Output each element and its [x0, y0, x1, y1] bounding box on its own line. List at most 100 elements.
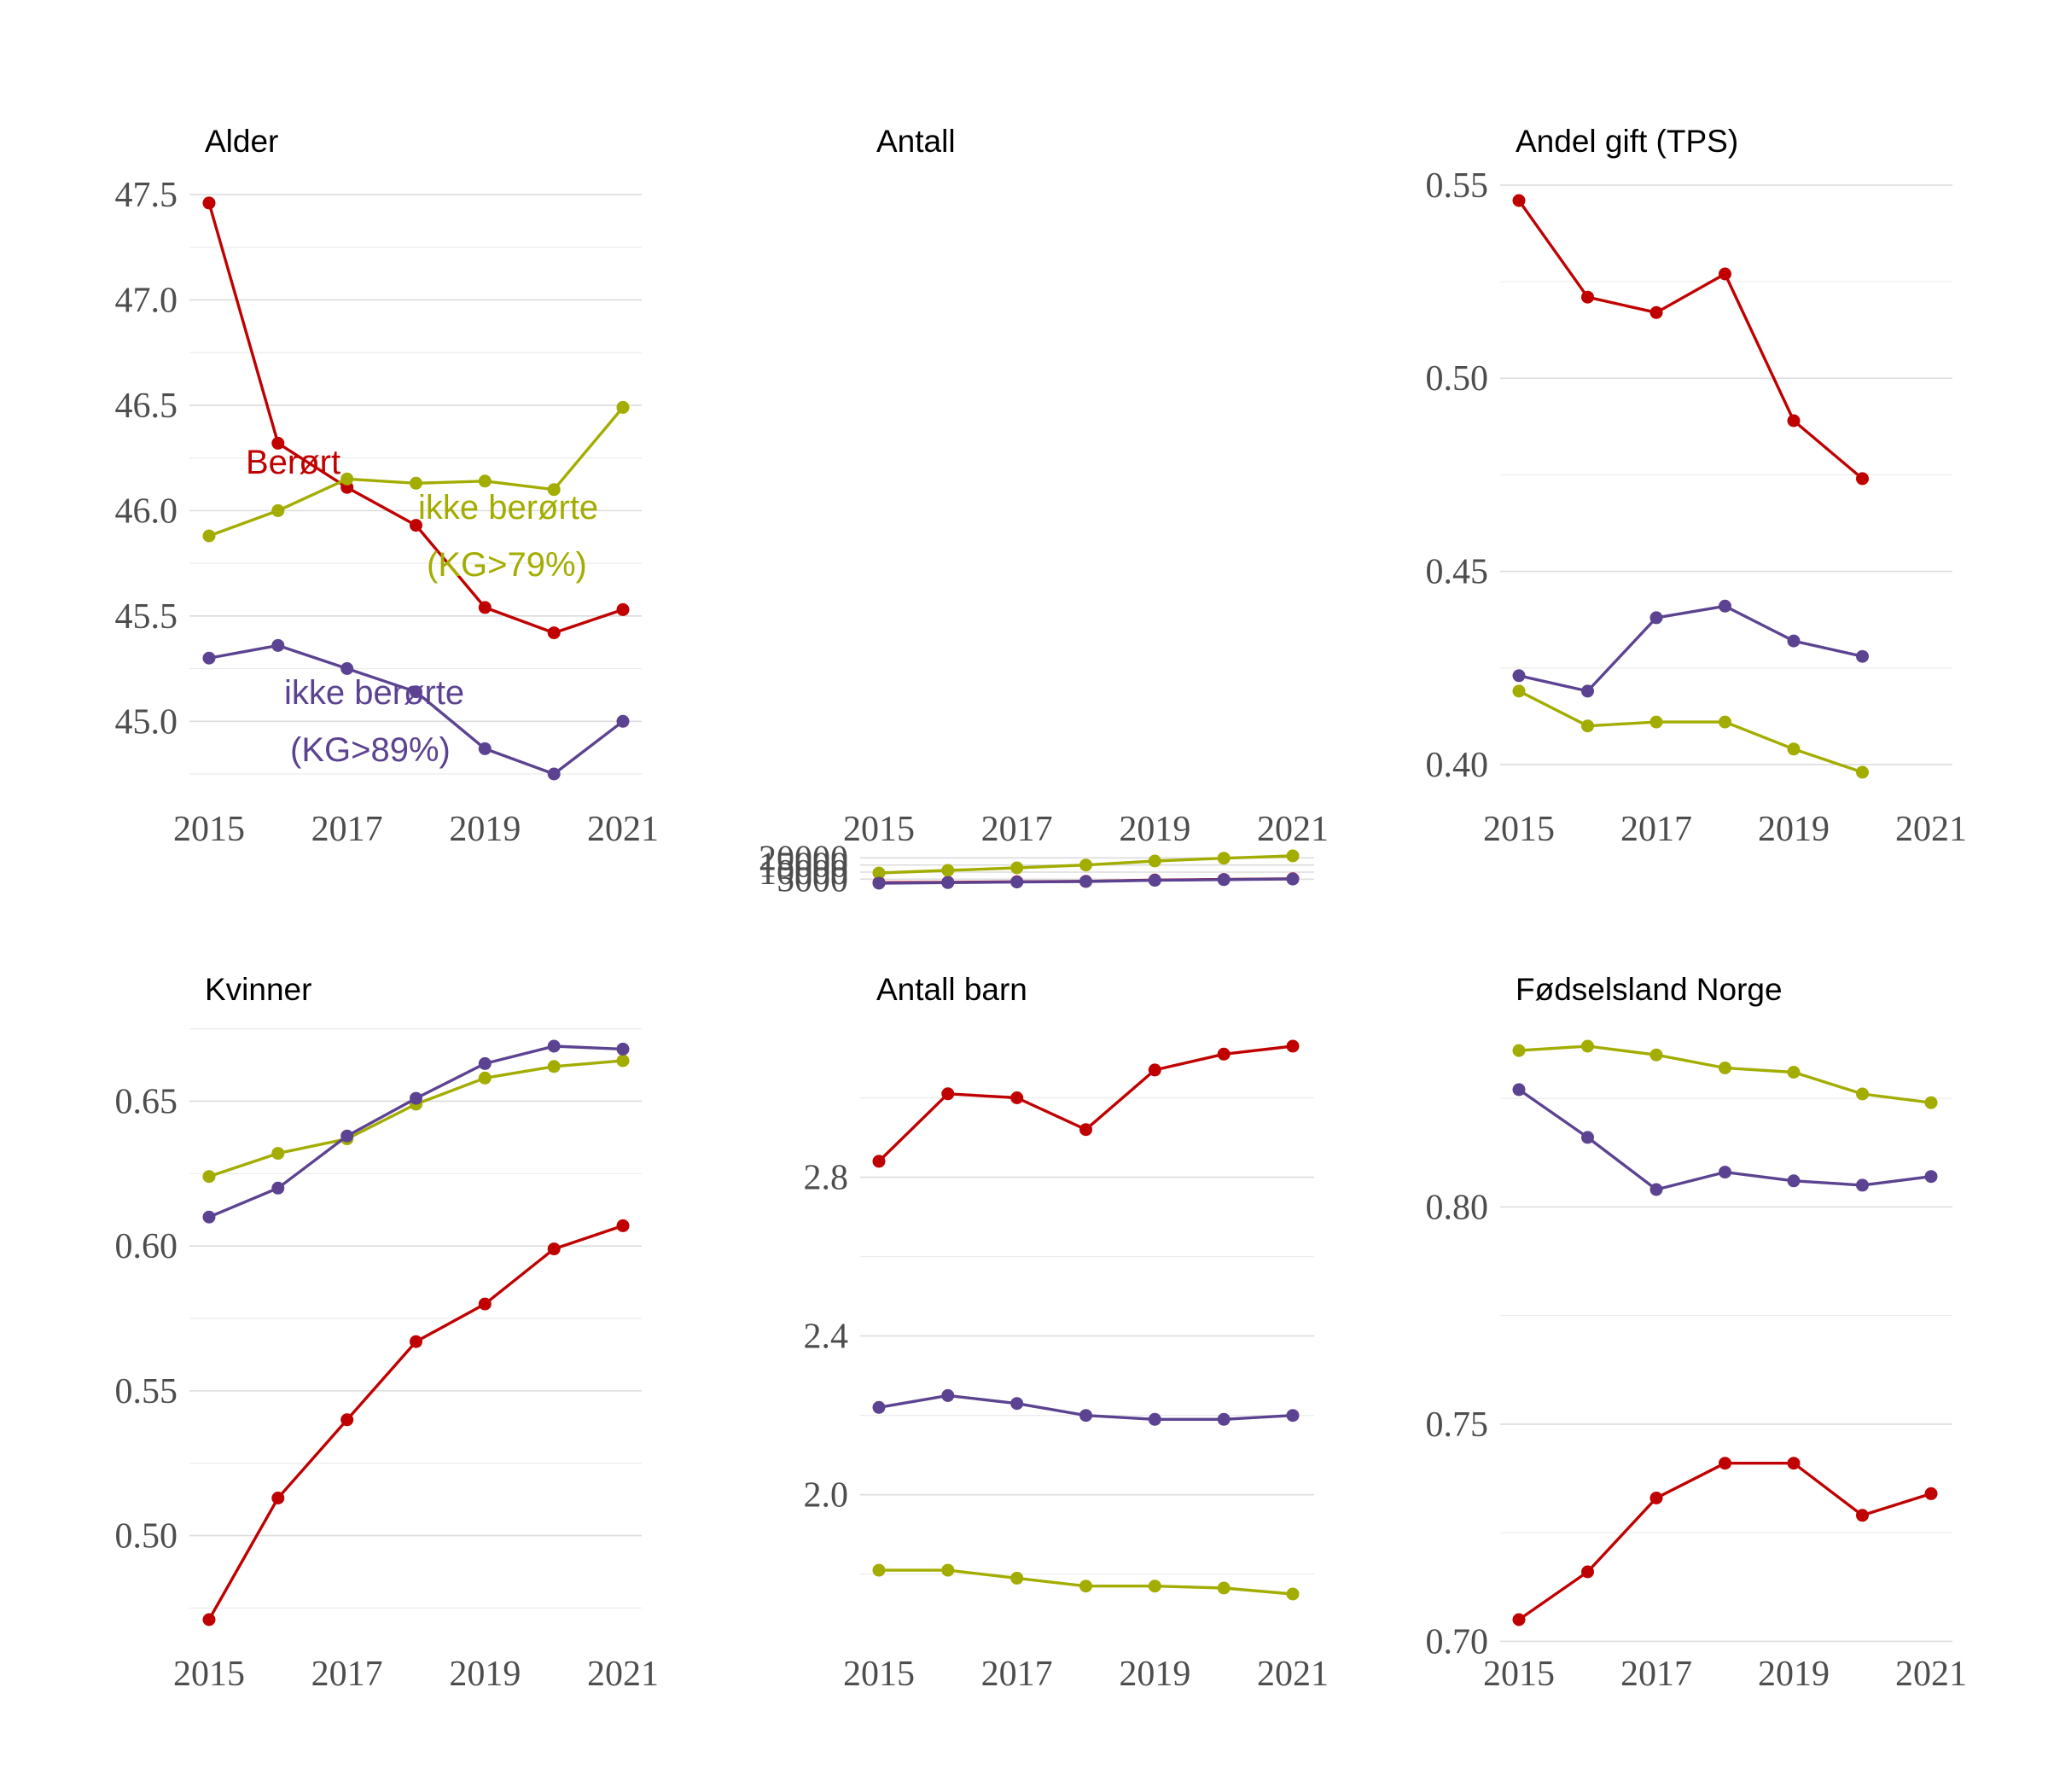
- data-point: [1719, 1062, 1731, 1074]
- data-point: [202, 1210, 216, 1224]
- data-point: [872, 876, 886, 890]
- data-point: [1148, 1412, 1161, 1426]
- data-point: [941, 864, 955, 877]
- data-point: [202, 1613, 216, 1626]
- data-point: [202, 1170, 216, 1184]
- data-point: [1787, 742, 1801, 756]
- data-point: [1286, 849, 1300, 863]
- data-point: [941, 1563, 955, 1577]
- y-tick-label: 0.40: [1426, 746, 1489, 785]
- series-0: [1512, 1457, 1938, 1626]
- data-point: [1719, 1457, 1731, 1470]
- data-point: [1649, 305, 1663, 319]
- data-point: [1079, 875, 1092, 888]
- series-0: [872, 1039, 1300, 1168]
- series-1: [1512, 684, 1869, 779]
- data-point: [1649, 1183, 1663, 1196]
- data-point: [410, 1091, 422, 1105]
- x-tick-label: 2017: [1620, 1655, 1692, 1694]
- y-tick-label: 46.0: [115, 492, 178, 531]
- x-tick-label: 2019: [1119, 1655, 1190, 1694]
- y-tick-label: 46.5: [115, 387, 178, 426]
- data-point: [872, 1400, 886, 1414]
- data-point: [340, 1413, 354, 1427]
- data-point: [340, 662, 354, 675]
- data-point: [547, 626, 561, 640]
- data-point: [478, 742, 492, 755]
- x-tick-label: 2015: [843, 1655, 915, 1694]
- y-tick-label: 0.80: [1426, 1188, 1489, 1227]
- series-2: [1512, 1083, 1938, 1196]
- series-0: [202, 1219, 630, 1626]
- data-point: [1148, 874, 1161, 887]
- x-tick-label: 2019: [449, 1655, 521, 1694]
- y-tick-label: 45.0: [115, 702, 178, 742]
- data-point: [1148, 854, 1161, 868]
- series-annotation: (KG>79%): [427, 546, 587, 584]
- data-point: [1286, 1039, 1300, 1053]
- minor-gridlines: [189, 247, 642, 775]
- data-point: [1079, 1580, 1092, 1593]
- data-point: [1010, 1397, 1024, 1411]
- x-tick-label: 2015: [173, 810, 245, 849]
- series-2: [202, 638, 630, 781]
- series-annotation: (KG>89%): [290, 731, 451, 769]
- data-point: [547, 1039, 561, 1053]
- data-point: [1649, 715, 1663, 729]
- data-point: [1856, 472, 1869, 486]
- data-point: [1581, 1131, 1594, 1144]
- x-tick-label: 2015: [1483, 810, 1555, 849]
- data-point: [1512, 1083, 1526, 1097]
- series-1: [872, 849, 1300, 880]
- data-point: [1512, 1613, 1526, 1626]
- data-point: [616, 1042, 630, 1056]
- data-point: [1217, 852, 1231, 865]
- series-line: [1518, 604, 1863, 693]
- y-tick-label: 10000: [759, 853, 848, 893]
- x-tick-label: 2021: [1257, 1655, 1329, 1694]
- major-gridlines: [860, 1176, 1314, 1496]
- data-point: [1286, 1587, 1300, 1601]
- data-point: [271, 638, 285, 652]
- data-point: [1148, 1580, 1161, 1593]
- data-point: [1856, 649, 1869, 663]
- data-point: [478, 601, 492, 614]
- minor-gridlines: [1500, 1097, 1952, 1533]
- y-tick-label: 0.70: [1426, 1622, 1489, 1661]
- series-2: [872, 872, 1300, 890]
- x-tick-label: 2021: [1257, 810, 1329, 849]
- data-point: [1079, 1409, 1092, 1423]
- y-tick-label: 2.4: [804, 1318, 849, 1357]
- panel-6: 0.70 0.75 0.80 2015 2017 2019 2021 Fødselsland …: [1426, 972, 1968, 1694]
- data-point: [547, 1242, 561, 1256]
- data-point: [478, 1071, 492, 1085]
- panel-1: 45.0 45.5 46.0 46.5 47.0 47.5 2015 2017 2019 2021…: [115, 124, 660, 849]
- data-point: [1649, 1048, 1663, 1062]
- major-gridlines: [189, 194, 642, 723]
- panel-title: Alder: [205, 124, 278, 159]
- data-point: [547, 483, 561, 497]
- series-2: [202, 1039, 630, 1224]
- x-tick-label: 2015: [1483, 1655, 1555, 1694]
- x-tick-label: 2019: [1758, 1655, 1830, 1694]
- panel-title: Kvinner: [205, 972, 311, 1007]
- data-point: [547, 1060, 561, 1073]
- data-point: [941, 876, 955, 889]
- data-point: [1581, 1039, 1594, 1053]
- data-point: [271, 1492, 285, 1504]
- panel-title: Antall: [876, 124, 956, 159]
- data-point: [271, 1181, 285, 1195]
- data-point: [1217, 873, 1231, 887]
- panel-title: Antall barn: [876, 972, 1027, 1007]
- data-point: [1217, 1581, 1231, 1595]
- data-point: [1581, 1565, 1594, 1579]
- panel-3: 0.40 0.45 0.50 0.55 2015 2017 2019 2021 Andel gi…: [1426, 124, 1968, 849]
- data-point: [1924, 1096, 1938, 1109]
- series-0: [1512, 194, 1869, 486]
- x-tick-label: 2017: [1620, 810, 1692, 849]
- data-point: [1649, 1492, 1663, 1504]
- data-point: [1286, 872, 1300, 886]
- x-tick-label: 2017: [981, 1655, 1053, 1694]
- x-tick-label: 2019: [1758, 810, 1830, 849]
- y-tick-label: 45.5: [115, 597, 178, 637]
